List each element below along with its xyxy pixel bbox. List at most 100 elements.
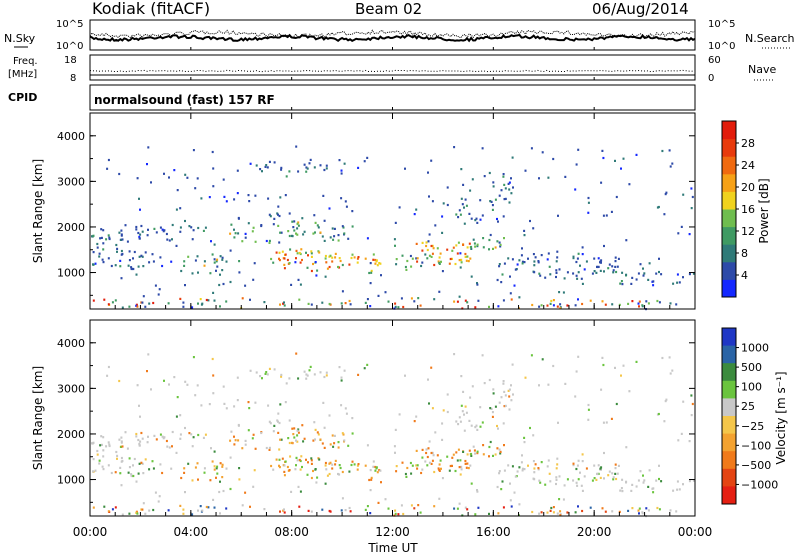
- power-cell: [341, 225, 344, 228]
- power-cell: [315, 274, 318, 277]
- velocity-cell: [549, 480, 552, 483]
- velocity-cell: [168, 446, 171, 449]
- velocity-cell: [102, 449, 105, 452]
- velocity-cell: [310, 462, 313, 465]
- power-cell: [222, 282, 225, 286]
- velocity-cell: [521, 454, 523, 457]
- power-cell: [120, 238, 123, 241]
- velocity-cell: [599, 476, 602, 479]
- noise-left-label: N.Sky: [4, 32, 36, 45]
- power-cell: [474, 219, 477, 222]
- power-cell: [216, 265, 219, 268]
- velocity-cell: [238, 467, 241, 470]
- power-cell: [512, 186, 514, 189]
- velocity-cell: [296, 434, 299, 437]
- velocity-cell: [102, 468, 105, 471]
- velocity-colorbar-segment: [722, 486, 736, 505]
- power-cell: [340, 169, 343, 172]
- power-cell: [192, 149, 195, 152]
- power-cell: [620, 280, 623, 283]
- velocity-cell: [114, 471, 117, 474]
- power-cell: [564, 175, 567, 178]
- power-cell: [120, 234, 123, 237]
- power-cell: [183, 260, 186, 263]
- power-cell: [504, 187, 507, 190]
- freq-traces: [89, 69, 696, 76]
- velocity-cell: [334, 459, 337, 462]
- velocity-cell: [286, 465, 289, 469]
- power-cell: [658, 301, 661, 304]
- power-cell: [593, 270, 596, 273]
- power-colorbar-tick-label: 28: [741, 137, 755, 150]
- power-cell: [136, 177, 139, 180]
- velocity-cell: [118, 438, 121, 441]
- power-cell: [415, 242, 418, 245]
- velocity-cell: [317, 457, 320, 460]
- velocity-cell: [470, 454, 473, 457]
- velocity-cell: [615, 402, 618, 406]
- velocity-cell: [625, 446, 628, 449]
- velocity-cell: [197, 509, 199, 512]
- power-cell: [603, 244, 605, 248]
- power-cell: [680, 225, 683, 228]
- power-cell: [563, 277, 566, 280]
- power-ytick-label: 2000: [57, 221, 85, 234]
- velocity-cell: [521, 469, 524, 472]
- power-cell: [148, 261, 151, 264]
- power-colorbar-tick-label: 16: [741, 203, 755, 216]
- power-cell: [572, 255, 575, 258]
- velocity-cell: [183, 471, 186, 474]
- velocity-cell: [446, 410, 449, 414]
- velocity-cell: [464, 506, 467, 509]
- power-cell: [307, 302, 310, 305]
- power-cell: [313, 166, 316, 169]
- power-cell: [514, 268, 517, 271]
- power-cell: [577, 298, 579, 301]
- power-colorbar-segment: [722, 226, 736, 245]
- velocity-cell: [395, 470, 398, 473]
- velocity-cell: [238, 478, 241, 481]
- power-cell: [328, 207, 331, 210]
- velocity-cell: [268, 367, 271, 370]
- power-cell: [603, 270, 605, 273]
- velocity-cell: [328, 472, 331, 476]
- power-cell: [374, 258, 377, 262]
- power-cell: [166, 238, 169, 241]
- power-cell: [266, 166, 269, 169]
- velocity-cell: [328, 462, 331, 465]
- power-cell: [188, 225, 191, 228]
- velocity-cell: [384, 498, 387, 501]
- power-cell: [583, 268, 586, 271]
- velocity-cell: [265, 446, 268, 450]
- velocity-cell: [341, 432, 344, 435]
- velocity-cell: [376, 471, 379, 474]
- power-cell: [297, 224, 300, 227]
- velocity-cell: [433, 505, 436, 508]
- power-cell: [458, 259, 461, 262]
- freq-label-bottom: [MHz]: [8, 69, 37, 80]
- power-cell: [102, 248, 105, 251]
- velocity-cell: [472, 445, 475, 448]
- power-cell: [494, 198, 497, 201]
- power-cell: [324, 254, 327, 258]
- velocity-cell: [622, 364, 625, 367]
- power-cell: [441, 215, 444, 218]
- power-cell: [401, 254, 404, 257]
- velocity-cell: [107, 464, 110, 467]
- velocity-cell: [364, 464, 367, 467]
- power-cell: [601, 149, 604, 152]
- power-cell: [635, 278, 638, 281]
- velocity-cell: [347, 444, 350, 447]
- power-cell: [549, 273, 552, 276]
- power-cell: [142, 265, 145, 268]
- velocity-cell: [512, 393, 514, 396]
- velocity-cell: [494, 405, 497, 408]
- velocity-cell: [430, 366, 433, 369]
- power-cell: [597, 265, 600, 268]
- power-cell: [428, 195, 430, 198]
- velocity-colorbar-tick-label: −500: [741, 459, 771, 472]
- velocity-cell: [458, 416, 461, 419]
- power-cell: [369, 282, 372, 285]
- power-cell: [488, 238, 491, 242]
- power-cell: [179, 297, 182, 300]
